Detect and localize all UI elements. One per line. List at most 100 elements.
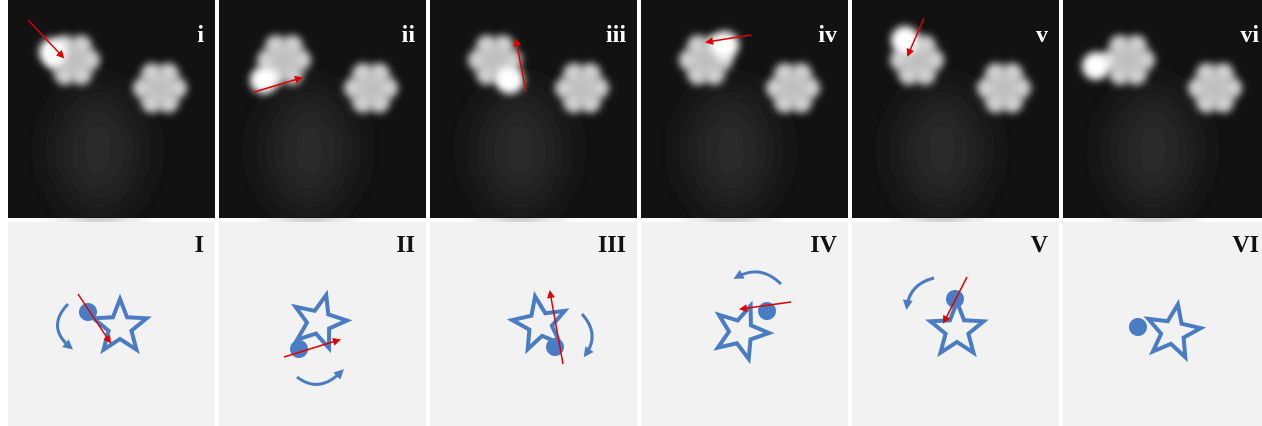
panel-label: vi	[1240, 22, 1259, 48]
dot	[1129, 318, 1147, 336]
star	[290, 289, 353, 354]
panel-label: I	[195, 232, 204, 258]
schematic-background	[852, 222, 1059, 426]
molecule-lobe	[563, 63, 584, 84]
molecule-lobe	[1196, 63, 1217, 84]
molecule-lobe	[167, 78, 187, 98]
schematic-background	[219, 222, 426, 426]
molecule-lobe	[687, 64, 708, 85]
panel-label: II	[396, 232, 415, 258]
molecule-lobe	[1126, 64, 1147, 85]
panel-label: v	[1036, 22, 1048, 48]
molecule-lobe	[369, 92, 390, 113]
molecule-lobe	[158, 92, 179, 113]
stm-image: i	[8, 0, 215, 218]
molecule-lobe	[898, 64, 919, 85]
molecule-lobe	[791, 92, 812, 113]
bright-spot	[39, 38, 67, 66]
rotation-arrow	[733, 269, 783, 286]
schematic: III	[430, 222, 637, 426]
molecule-lobe	[1002, 92, 1023, 113]
red-arrow	[943, 276, 968, 324]
molecule-lobe	[1109, 64, 1130, 85]
star	[506, 290, 570, 355]
bright-spot	[1082, 52, 1110, 80]
schematic-background	[1063, 222, 1262, 426]
molecule-lobe	[1135, 50, 1155, 70]
star	[1143, 298, 1207, 363]
molecule-lobe	[704, 64, 725, 85]
red-arrow	[739, 301, 792, 313]
molecule-lobe	[369, 63, 390, 84]
red-arrow	[283, 337, 341, 358]
background-glow	[902, 90, 982, 210]
molecule-lobe	[774, 92, 795, 113]
molecule-lobe	[54, 64, 75, 85]
molecule-lobe	[985, 63, 1006, 84]
molecule-lobe	[1109, 35, 1130, 56]
background-glow	[269, 90, 349, 210]
bright-spot	[496, 66, 524, 94]
stm-image: v	[852, 0, 1059, 218]
molecule-lobe	[580, 63, 601, 84]
red-arrow	[513, 38, 527, 93]
molecule-lobe	[282, 35, 303, 56]
molecule-lobe	[80, 50, 100, 70]
molecule-lobe	[265, 35, 286, 56]
molecule-lobe	[291, 50, 311, 70]
panel-label: IV	[810, 232, 837, 258]
stm-image: iii	[430, 0, 637, 218]
molecule-lobe	[468, 50, 488, 70]
panel-label: i	[197, 22, 204, 48]
molecule-lobe	[71, 35, 92, 56]
molecule-lobe	[1196, 92, 1217, 113]
molecule-lobe	[71, 64, 92, 85]
molecule-lobe	[158, 63, 179, 84]
molecule-lobe	[555, 78, 575, 98]
red-arrow	[705, 34, 752, 46]
molecule-lobe	[679, 50, 699, 70]
molecule-lobe	[1213, 63, 1234, 84]
stm-image: ii	[219, 0, 426, 218]
background-glow	[691, 90, 771, 210]
molecule-lobe	[1126, 35, 1147, 56]
molecule-lobe	[493, 35, 514, 56]
molecule-lobe	[257, 50, 277, 70]
molecule-lobe	[502, 50, 522, 70]
molecule-lobe	[378, 78, 398, 98]
molecule-lobe	[915, 64, 936, 85]
molecule-lobe	[977, 78, 997, 98]
star	[925, 296, 989, 358]
molecule-lobe	[687, 35, 708, 56]
schematic: I	[8, 222, 215, 426]
molecule-lobe	[985, 92, 1006, 113]
schematic-background	[641, 222, 848, 426]
schematic-background	[430, 222, 637, 426]
molecule-lobe	[1213, 92, 1234, 113]
rotation-arrow	[56, 302, 74, 350]
schematic: II	[219, 222, 426, 426]
molecule-lobe	[133, 78, 153, 98]
panel-label: ii	[402, 22, 416, 48]
panel-label: iii	[606, 22, 626, 48]
dot	[290, 340, 308, 358]
background-glow	[480, 90, 560, 210]
molecule-lobe	[924, 50, 944, 70]
panel-label: III	[598, 232, 626, 258]
molecule-lobe	[791, 63, 812, 84]
background-glow	[58, 90, 138, 210]
molecule-lobe	[774, 63, 795, 84]
molecule-lobe	[766, 78, 786, 98]
bright-spot	[711, 31, 739, 59]
molecule-lobe	[352, 63, 373, 84]
molecule-lobe	[344, 78, 364, 98]
schematic: VI	[1063, 222, 1262, 426]
molecule-lobe	[890, 50, 910, 70]
panel-label: VI	[1232, 232, 1259, 258]
rotation-arrow	[296, 369, 344, 386]
molecule-lobe	[1222, 78, 1242, 98]
molecule-lobe	[476, 35, 497, 56]
red-arrow	[906, 17, 925, 57]
molecule-lobe	[580, 92, 601, 113]
molecule-lobe	[915, 35, 936, 56]
